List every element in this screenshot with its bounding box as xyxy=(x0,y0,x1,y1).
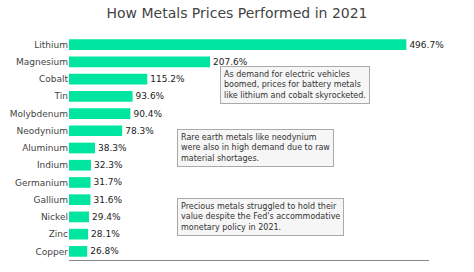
svg-text:Magnesium: Magnesium xyxy=(16,57,68,67)
svg-text:Zinc: Zinc xyxy=(49,229,68,239)
svg-text:Nickel: Nickel xyxy=(41,212,68,222)
svg-text:How Metals Prices Performed in: How Metals Prices Performed in 2021 xyxy=(106,5,367,21)
svg-text:Tin: Tin xyxy=(54,91,68,101)
svg-text:Germanium: Germanium xyxy=(15,178,68,188)
svg-text:29.4%: 29.4% xyxy=(92,212,121,222)
svg-text:207.6%: 207.6% xyxy=(213,57,248,67)
svg-text:Cobalt: Cobalt xyxy=(39,74,69,84)
svg-text:Lithium: Lithium xyxy=(34,40,68,50)
svg-text:Neodynium: Neodynium xyxy=(17,126,69,136)
svg-text:115.2%: 115.2% xyxy=(150,74,185,84)
svg-text:38.3%: 38.3% xyxy=(98,143,127,153)
svg-text:93.6%: 93.6% xyxy=(136,91,165,101)
svg-text:26.8%: 26.8% xyxy=(90,246,119,256)
svg-text:Aluminum: Aluminum xyxy=(22,143,68,153)
svg-text:Precious metals struggled to h: Precious metals struggled to hold theirv… xyxy=(181,202,340,232)
svg-text:496.7%: 496.7% xyxy=(409,40,444,50)
svg-text:As demand for electric vehicle: As demand for electric vehiclesboomed, p… xyxy=(224,70,366,100)
svg-text:78.3%: 78.3% xyxy=(125,126,154,136)
svg-text:90.4%: 90.4% xyxy=(133,109,162,119)
svg-text:Molybdenum: Molybdenum xyxy=(10,109,68,119)
svg-text:31.7%: 31.7% xyxy=(94,177,123,187)
svg-text:32.3%: 32.3% xyxy=(94,160,123,170)
svg-text:Indium: Indium xyxy=(37,160,68,170)
svg-text:31.6%: 31.6% xyxy=(93,195,122,205)
svg-text:Gallium: Gallium xyxy=(34,195,68,205)
svg-text:28.1%: 28.1% xyxy=(91,229,120,239)
svg-text:Copper: Copper xyxy=(36,247,69,257)
svg-text:Rare earth metals like neodyni: Rare earth metals like neodyniumwere als… xyxy=(181,133,330,163)
